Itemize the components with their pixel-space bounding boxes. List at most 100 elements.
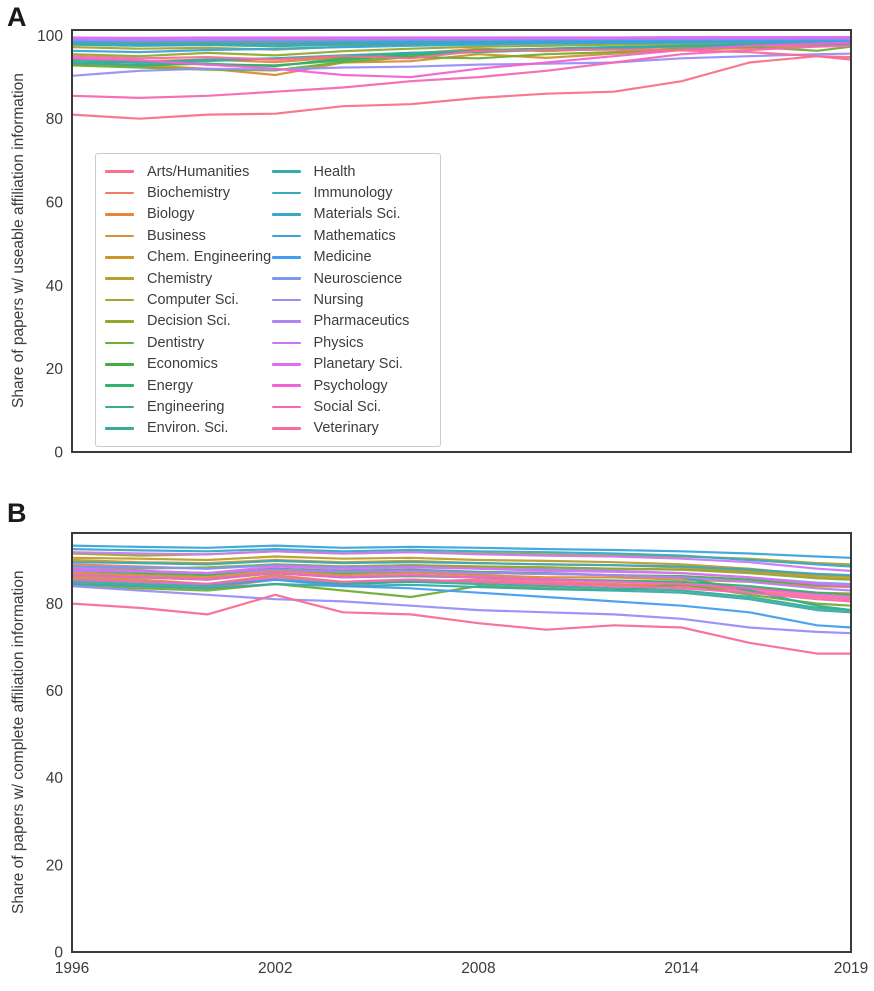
series-line-Psychology (70, 571, 853, 599)
legend-line-swatch (105, 341, 134, 345)
legend-item-Mathematics: Mathematics (271, 225, 435, 246)
legend-item-label: Chem. Engineering (147, 249, 272, 266)
legend-line-swatch (105, 298, 134, 302)
y-tick-label: 80 (46, 111, 64, 128)
y-tick-label: 0 (54, 944, 63, 961)
legend-item-Economics: Economics (105, 354, 268, 375)
legend-item-label: Biology (147, 206, 195, 223)
legend-item-label: Economics (147, 356, 218, 373)
legend-item-label: Pharmaceutics (313, 313, 410, 330)
legend-line-swatch (271, 170, 301, 173)
legend-item-label: Veterinary (313, 420, 379, 437)
legend-item-Biochemistry: Biochemistry (105, 182, 268, 203)
series-line-Psychology (70, 41, 853, 79)
legend-line-swatch (105, 384, 134, 387)
series-line-Veterinary (70, 48, 853, 61)
x-tick-label: 1996 (55, 960, 89, 977)
legend-item-Arts/Humanities: Arts/Humanities (105, 161, 268, 182)
y-tick-label: 20 (46, 857, 64, 874)
legend-item-label: Planetary Sci. (313, 356, 403, 373)
legend-item-Veterinary: Veterinary (271, 418, 435, 439)
series-line-Social Sci. (70, 576, 853, 603)
legend-line-swatch (271, 277, 301, 280)
legend-item-label: Arts/Humanities (147, 163, 250, 180)
x-tick-label: 2019 (834, 960, 868, 977)
series-line-Planetary Sci. (70, 565, 853, 588)
legend-item-Engineering: Engineering (105, 396, 268, 417)
legend-item-Psychology: Psychology (271, 375, 435, 396)
legend-item-Environ. Sci.: Environ. Sci. (105, 418, 268, 439)
legend-item-Pharmaceutics: Pharmaceutics (271, 311, 435, 332)
x-tick-label: 2008 (461, 960, 495, 977)
x-tick-label: 2002 (258, 960, 292, 977)
y-tick-label: 60 (46, 194, 64, 211)
legend-item-label: Computer Sci. (147, 292, 239, 309)
legend-item-label: Environ. Sci. (147, 420, 229, 437)
panel-b-letter: B (7, 498, 27, 528)
legend-item-Social Sci.: Social Sci. (271, 396, 435, 417)
legend-item-label: Materials Sci. (313, 206, 401, 223)
legend-item-Medicine: Medicine (271, 247, 435, 268)
legend-item-Chem. Engineering: Chem. Engineering (105, 247, 272, 268)
legend-line-swatch (105, 427, 134, 430)
legend-item-label: Business (147, 227, 206, 244)
legend-line-swatch (271, 341, 301, 345)
y-tick-label: 100 (37, 28, 63, 45)
legend-item-Decision Sci.: Decision Sci. (105, 311, 268, 332)
legend-item-label: Health (313, 163, 356, 180)
series-line-Nursing (70, 52, 853, 77)
legend-line-swatch (271, 213, 301, 216)
y-tick-label: 40 (46, 278, 64, 295)
legend-item-Planetary Sci.: Planetary Sci. (271, 354, 435, 375)
legend-line-swatch (271, 320, 301, 323)
legend-item-label: Chemistry (147, 270, 213, 287)
y-tick-label: 80 (46, 596, 64, 613)
legend-line-swatch (105, 213, 134, 216)
legend-line-swatch (271, 234, 301, 238)
y-tick-label: 0 (54, 444, 63, 461)
series-line-Arts/Humanities (70, 55, 853, 120)
legend-item-Energy: Energy (105, 375, 268, 396)
legend-item-Chemistry: Chemistry (105, 268, 268, 289)
legend-line-swatch (271, 191, 301, 195)
legend-item-Physics: Physics (271, 332, 435, 353)
legend-item-label: Psychology (313, 377, 388, 394)
legend-line-swatch (271, 427, 301, 430)
plot-border (71, 29, 852, 453)
legend-item-label: Biochemistry (147, 185, 230, 202)
legend-line-swatch (105, 277, 134, 280)
panel-b-plot: 0 20 40 60 80 1996 2002 2008 2014 2019 (46, 532, 868, 977)
legend-line-swatch (271, 384, 301, 387)
legend-line-swatch (105, 191, 134, 195)
legend-item-Nursing: Nursing (271, 289, 435, 310)
legend-line-swatch (271, 255, 301, 259)
series-line-Mathematics (70, 40, 853, 54)
legend-item-label: Nursing (313, 292, 364, 309)
series-line-Planetary Sci. (70, 35, 853, 40)
series-line-Materials Sci. (70, 547, 853, 568)
panel-a-plot: 0 20 40 60 80 100 (37, 28, 853, 461)
legend-line-swatch (105, 320, 134, 323)
legend-item-label: Decision Sci. (147, 313, 231, 330)
legend-line-swatch (271, 298, 301, 302)
series-line-Decision Sci. (70, 563, 853, 581)
series-line-Immunology (70, 559, 853, 577)
legend-item-label: Engineering (147, 398, 225, 415)
legend-line-swatch (105, 255, 134, 259)
legend-item-label: Social Sci. (313, 398, 382, 415)
legend-item-Biology: Biology (105, 204, 268, 225)
series-line-Environ. Sci. (70, 578, 853, 612)
series-line-Social Sci. (70, 44, 853, 100)
panel-a-letter: A (7, 2, 27, 32)
legend-item-label: Medicine (313, 249, 372, 266)
legend-item-Dentistry: Dentistry (105, 332, 268, 353)
legend-item-label: Energy (147, 377, 193, 394)
legend: Arts/Humanities Biochemistry Biology Bus… (95, 153, 441, 448)
series-line-Physics (70, 550, 853, 573)
series-line-Health (70, 582, 853, 614)
y-tick-label: 60 (46, 683, 64, 700)
legend-item-label: Dentistry (147, 334, 205, 351)
y-tick-label: 20 (46, 361, 64, 378)
legend-line-swatch (105, 234, 134, 238)
